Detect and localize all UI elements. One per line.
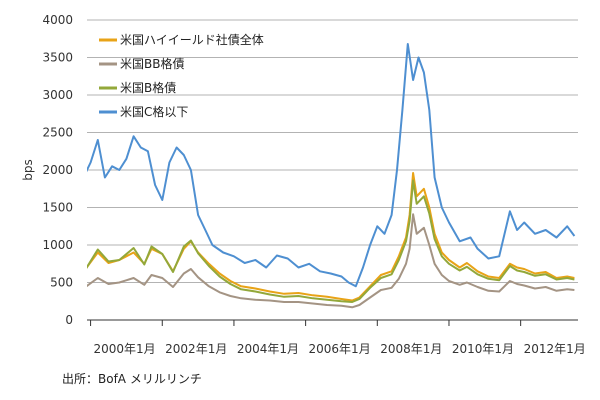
y-tick-label: 0 xyxy=(65,313,73,327)
series-line xyxy=(87,172,575,302)
y-axis-label: bps xyxy=(21,159,35,181)
y-tick-label: 3500 xyxy=(42,51,73,65)
series-line xyxy=(87,213,575,309)
x-tick-label: 2006年1月 xyxy=(309,342,371,356)
x-tick-label: 2012年1月 xyxy=(524,342,586,356)
series-line xyxy=(87,43,576,288)
y-tick-label: 3000 xyxy=(42,88,73,102)
y-tick-label: 4000 xyxy=(42,13,73,27)
y-tick-label: 2000 xyxy=(42,163,73,177)
series-lines xyxy=(87,43,576,309)
series-line xyxy=(87,179,575,303)
legend-label: 米国ハイイールド社債全体 xyxy=(120,32,264,47)
y-tick-label: 2500 xyxy=(42,126,73,140)
legend-label: 米国B格債 xyxy=(120,80,176,95)
x-tick-label: 2010年1月 xyxy=(452,342,514,356)
legend-label: 米国BB格債 xyxy=(120,56,184,71)
x-tick-label: 2008年1月 xyxy=(380,342,442,356)
axes: 0 500 1000 1500 2000 2500 3000 3500 4000 bps 2000年… xyxy=(21,13,586,356)
y-tick-label: 1000 xyxy=(42,238,73,252)
source-note: 出所：BofA メリルリンチ xyxy=(62,372,202,386)
x-tick-label: 2004年1月 xyxy=(237,342,299,356)
y-tick-label: 1500 xyxy=(42,201,73,215)
y-tick-label: 500 xyxy=(50,276,73,290)
x-tick-label: 2000年1月 xyxy=(93,342,155,356)
legend-label: 米国C格以下 xyxy=(120,104,188,119)
x-tick-label: 2002年1月 xyxy=(165,342,227,356)
